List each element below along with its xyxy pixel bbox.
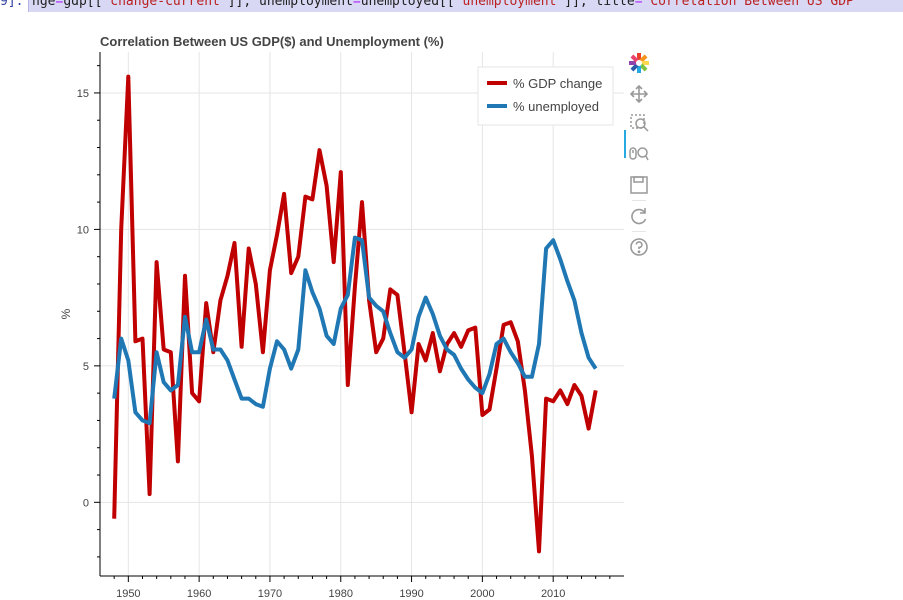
wheel-zoom-icon[interactable] — [628, 143, 650, 165]
y-axis-label: % — [59, 308, 73, 319]
x-tick-label: 1950 — [116, 588, 140, 600]
code-token: nge — [32, 0, 56, 9]
code-token: = — [634, 0, 643, 9]
legend-item-label[interactable]: % GDP change — [513, 76, 602, 91]
legend-box — [477, 66, 614, 126]
code-text[interactable]: nge=gdp[['change-current']], unemploymen… — [32, 0, 854, 8]
y-tick-label: 0 — [83, 497, 89, 509]
code-token: = — [352, 0, 361, 9]
y-tick-label: 15 — [77, 88, 89, 100]
y-tick-label: 5 — [83, 361, 89, 373]
code-token: 'Correlation Between US GDP — [642, 0, 854, 9]
series-line-0 — [112, 74, 598, 554]
code-token: unemployed[[ — [360, 0, 455, 9]
active-tool-indicator — [624, 130, 626, 158]
cell-prompt: 9]: — [0, 0, 24, 9]
series-line-1 — [112, 235, 598, 426]
code-token: 'change-current' — [102, 0, 228, 9]
toolbar-separator — [632, 231, 646, 232]
series-lines — [112, 74, 598, 554]
code-selection-highlight — [28, 0, 903, 12]
axes: 1950 1960 1970 1980 1990 2000 2010 0 5 10 15 — [77, 52, 624, 600]
code-token: ]], title — [564, 0, 635, 9]
code-cell-line: 9]: nge=gdp[['change-current']], unemplo… — [0, 0, 903, 12]
pan-icon[interactable] — [628, 83, 650, 105]
code-token: = — [55, 0, 64, 9]
reset-icon[interactable] — [628, 205, 650, 227]
help-icon[interactable] — [628, 236, 650, 258]
y-tick-label: 10 — [77, 224, 89, 236]
legend-item-label[interactable]: % unemployed — [513, 99, 599, 114]
chart-title: Correlation Between US GDP($) and Unempl… — [100, 34, 444, 49]
legend[interactable]: % GDP change % unemployed — [477, 66, 614, 126]
x-tick-label: 2010 — [541, 588, 565, 600]
toolbar-separator — [632, 200, 646, 201]
save-icon[interactable] — [628, 174, 650, 196]
x-tick-label: 1970 — [258, 588, 282, 600]
x-tick-label: 1980 — [329, 588, 353, 600]
box-zoom-icon[interactable] — [628, 112, 650, 134]
code-token: 'unemployment' — [454, 0, 565, 9]
x-tick-label: 2000 — [470, 588, 494, 600]
x-tick-label: 1960 — [187, 588, 211, 600]
x-tick-label: 1990 — [399, 588, 423, 600]
code-token: ]], unemployment — [227, 0, 353, 9]
bokeh-logo-icon[interactable] — [628, 52, 650, 74]
plot-background — [100, 52, 624, 576]
code-token: gdp[[ — [63, 0, 103, 9]
